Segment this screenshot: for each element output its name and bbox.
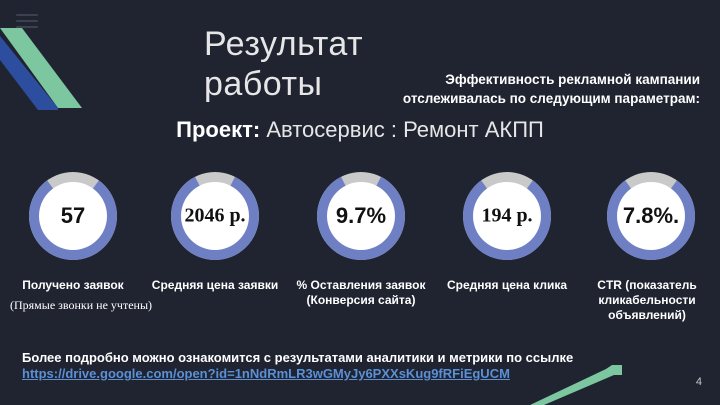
subtitle-line-1: Эффективность рекламной кампании [445, 72, 700, 87]
metric-ring: 57 [23, 166, 123, 266]
page-title: Результат работы [204, 25, 364, 103]
metric-ring: 7.8%. [601, 166, 701, 266]
metric-label: CTR (показатель кликабельности объявлени… [597, 278, 697, 322]
metric-value: 7.8%. [622, 203, 680, 228]
analytics-link[interactable]: https://drive.google.com/open?id=1nNdRmL… [22, 366, 510, 381]
metric-avg-click-cost: 194 р. Средняя цена клика [447, 166, 567, 292]
project-label: Проект: [176, 117, 261, 142]
donut-ring [607, 172, 695, 260]
metric-ring: 194 р. [457, 166, 557, 266]
metric-conversion: 9.7% % Оставления заявок (Конверсия сайт… [297, 166, 425, 307]
project-heading: Проект: Автосервис : Ремонт АКПП [0, 116, 720, 144]
metric-label: Средняя цена клика [446, 278, 567, 292]
metric-ctr: 7.8%. CTR (показатель кликабельности объ… [596, 166, 706, 322]
metric-leads: 57 Получено заявок [18, 166, 128, 292]
metric-note: (Прямые звонки не учтены) [10, 298, 152, 312]
metric-label: % Оставления заявок (Конверсия сайта) [296, 278, 426, 307]
chevron-stripe-decoration [0, 28, 82, 110]
menu-icon[interactable] [16, 14, 38, 30]
metric-ring: 2046 р. [165, 166, 265, 266]
donut-ring [171, 172, 259, 260]
metric-value: 2046 р. [184, 204, 246, 227]
donut-ring [28, 172, 117, 260]
footer-text: Более подробно можно ознакомится с резул… [22, 350, 574, 365]
page-number: 4 [695, 376, 702, 388]
project-value: Автосервис : Ремонт АКПП [266, 117, 544, 142]
arrow-stripe-decoration [530, 365, 622, 405]
metric-value: 194 р. [481, 204, 533, 227]
donut-ring [463, 172, 551, 260]
metric-label: Получено заявок [22, 278, 124, 292]
metric-label: Средняя цена заявки [151, 278, 279, 292]
subtitle: Эффективность рекламной кампании отслежи… [380, 70, 700, 108]
metric-avg-lead-cost: 2046 р. Средняя цена заявки [152, 166, 278, 292]
donut-ring [317, 172, 405, 260]
subtitle-line-2: отслеживалась по следующим параметрам: [402, 91, 700, 106]
metric-ring: 9.7% [311, 166, 411, 266]
metric-value: 57 [60, 203, 86, 228]
metric-value: 9.7% [335, 203, 387, 228]
